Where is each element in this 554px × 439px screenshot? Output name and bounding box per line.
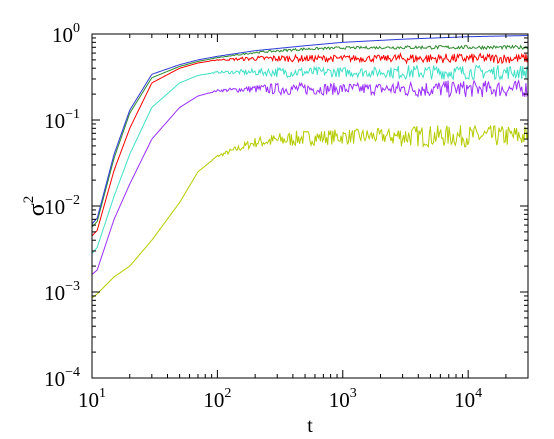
ticks-layer (91, 33, 529, 379)
x-tick-label-base: 10 (203, 388, 224, 412)
y-tick-label: 10−3 (44, 279, 80, 305)
y-tick-label-base: 10 (44, 281, 65, 305)
y-tick-label-exp: −4 (65, 365, 80, 380)
series-line-4 (91, 64, 529, 254)
series-layer (91, 35, 529, 299)
series-line-2 (91, 44, 529, 228)
y-tick-label-base: 10 (44, 367, 65, 391)
y-axis-label-base: σ (24, 203, 50, 216)
x-tick-label: 104 (454, 386, 482, 412)
y-axis-label: σ2 (21, 196, 50, 216)
x-axis-label: t (307, 415, 313, 437)
x-tick-label-exp: 3 (350, 386, 357, 401)
y-axis-label-exp: 2 (21, 196, 37, 204)
series-line-5 (91, 79, 529, 275)
series-line-1 (91, 35, 529, 225)
x-tick-label: 101 (78, 386, 106, 412)
y-tick-label: 10−1 (44, 107, 80, 133)
y-tick-label-base: 10 (44, 109, 65, 133)
x-tick-label-exp: 1 (99, 386, 106, 401)
svg-text:σ2: σ2 (21, 196, 50, 216)
y-tick-label-base: 10 (52, 23, 73, 47)
x-tick-label-exp: 4 (475, 386, 482, 401)
series-line-3 (91, 51, 529, 237)
y-tick-label-exp: −2 (65, 193, 80, 208)
x-tick-label-base: 10 (329, 388, 350, 412)
y-tick-label-exp: −1 (65, 107, 80, 122)
y-tick-label-base: 10 (44, 195, 65, 219)
y-tick-label: 10−4 (44, 365, 80, 391)
y-tick-label: 10−2 (44, 193, 80, 219)
x-tick-label-exp: 2 (224, 386, 231, 401)
y-tick-label-exp: −3 (65, 279, 80, 294)
x-tick-label: 103 (329, 386, 357, 412)
series-line-6 (91, 124, 529, 299)
x-tick-label-base: 10 (78, 388, 99, 412)
x-tick-label-base: 10 (454, 388, 475, 412)
x-tick-label: 102 (203, 386, 231, 412)
plot-area (92, 34, 528, 378)
y-tick-label-exp: 0 (73, 21, 80, 36)
y-tick-label: 100 (52, 21, 80, 47)
